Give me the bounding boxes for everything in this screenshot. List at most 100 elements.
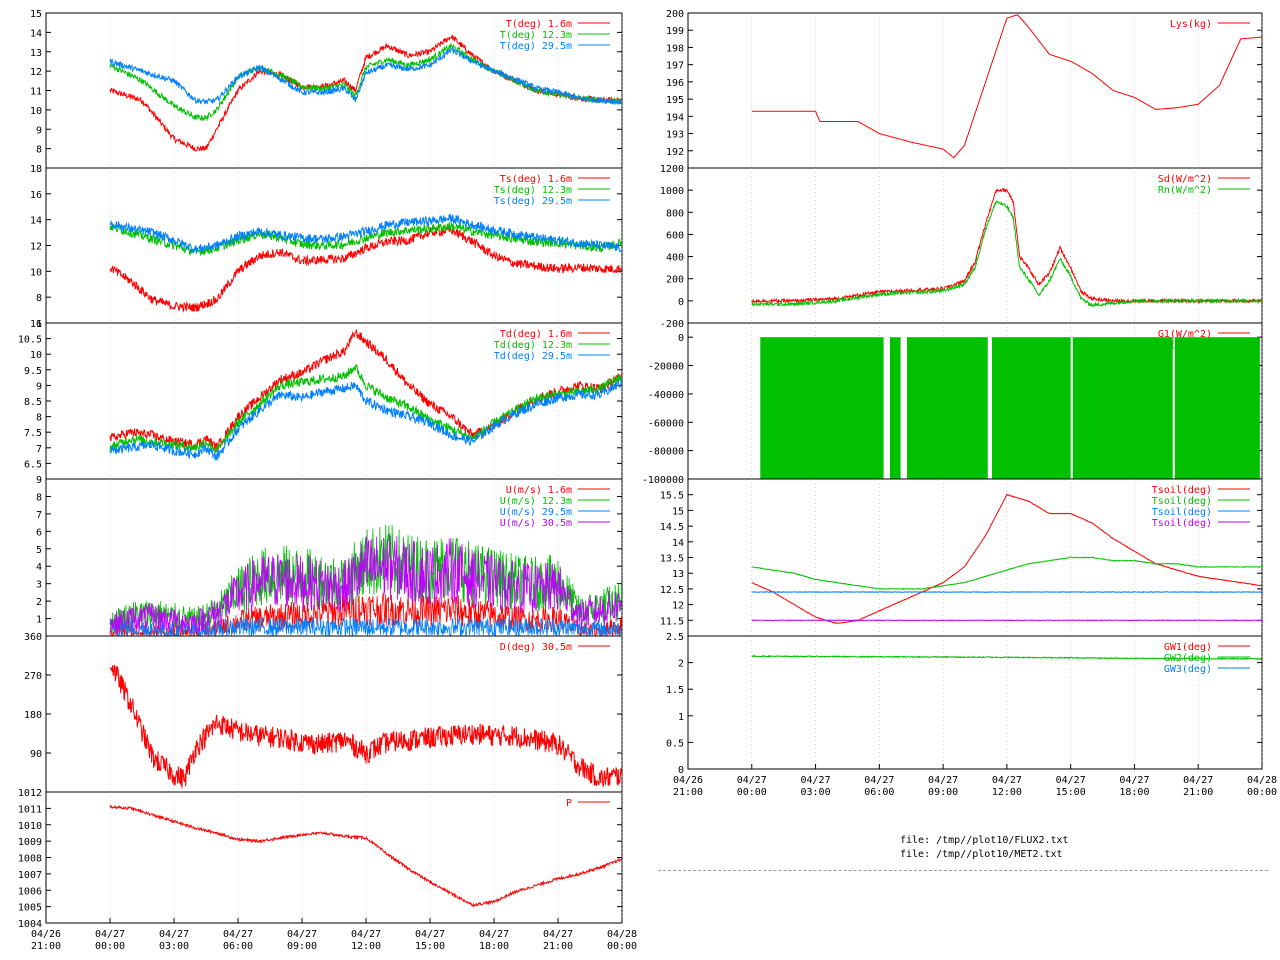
y-tick-label: 12: [30, 242, 42, 253]
legend-label: Ts(deg) 12.3m: [494, 185, 572, 196]
x-tick-time-right: 06:00: [864, 787, 894, 798]
y-tick-label: 3: [36, 580, 42, 591]
file-list: file: /tmp//plot10/FLUX2.txt file: /tmp/…: [900, 834, 1280, 862]
y-tick-label: 13.5: [660, 554, 684, 565]
divider: [658, 870, 1268, 871]
y-tick-label: 7: [36, 444, 42, 455]
x-tick-time-right: 18:00: [1119, 787, 1149, 798]
x-tick-time-right: 15:00: [1056, 787, 1086, 798]
y-tick-label: 6: [36, 527, 42, 538]
legend-label: Ts(deg) 29.5m: [494, 196, 572, 207]
y-tick-label: 800: [666, 208, 684, 219]
y-tick-label: 13: [30, 48, 42, 59]
y-tick-label: 0: [678, 765, 684, 776]
y-tick-label: 194: [666, 112, 684, 123]
y-tick-label: 6.5: [24, 459, 42, 470]
legend-label: G1(W/m^2): [1158, 329, 1212, 340]
x-tick-time-left: 21:00: [543, 941, 573, 952]
x-tick-date-right: 04/27: [928, 775, 958, 786]
panel-r4: 11.51212.51313.51414.51515.5Tsoil(deg)Ts…: [660, 478, 1263, 637]
x-tick-date-right: 04/27: [1183, 775, 1213, 786]
y-tick-label: 2: [678, 659, 684, 670]
panel-r2: -200 0 200 400 600 800 1000 1200 Sd(W/m^2)Rn(W/m…: [660, 164, 1263, 330]
bar-gap: [987, 337, 993, 479]
x-tick-time-left: 15:00: [415, 941, 445, 952]
series-line: [109, 533, 622, 635]
y-tick-label: 1010: [18, 821, 42, 832]
y-tick-label: 1: [678, 712, 684, 723]
y-tick-label: 14: [672, 538, 684, 549]
y-tick-label: 16: [30, 190, 42, 201]
x-tick-time-right: 09:00: [928, 787, 958, 798]
y-tick-label: 5: [36, 545, 42, 556]
y-tick-label: 11: [30, 87, 42, 98]
y-tick-label: 1011: [18, 804, 42, 815]
bar-block: [760, 337, 1260, 479]
y-tick-label: 1008: [18, 854, 42, 865]
series-line: [109, 378, 622, 461]
panel-l6: 1004 1005 1006 1007 1008 1009 1010 1011 1012 P: [18, 788, 623, 930]
x-tick-time-right: 00:00: [737, 787, 767, 798]
legend-label: Lys(kg): [1170, 19, 1212, 30]
y-tick-label: 15: [672, 506, 684, 517]
x-tick-date-right: 04/26: [673, 775, 703, 786]
panel-r1: 192 193 194 195 196 197 198 199 200 Lys(kg): [666, 9, 1263, 169]
y-tick-label: 2: [36, 597, 42, 608]
y-tick-label: 8: [36, 293, 42, 304]
y-tick-label: 600: [666, 230, 684, 241]
y-tick-label: 6: [36, 319, 42, 330]
legend-label: GW3(deg): [1164, 664, 1212, 675]
file-label-flux: file: /tmp//plot10/FLUX2.txt: [900, 835, 1069, 846]
series-line: [751, 591, 1262, 594]
y-tick-label: 15: [30, 9, 42, 20]
y-tick-label: 1000: [660, 186, 684, 197]
y-tick-label: 180: [24, 710, 42, 721]
y-tick-label: 7.5: [24, 428, 42, 439]
x-tick-time-left: 09:00: [287, 941, 317, 952]
y-tick-label: 14: [30, 216, 42, 227]
y-tick-label: 8: [36, 492, 42, 503]
y-tick-label: 12.5: [660, 585, 684, 596]
y-tick-label: 8.5: [24, 397, 42, 408]
y-tick-label: 1004: [18, 919, 42, 930]
x-tick-date-right: 04/27: [737, 775, 767, 786]
x-tick-date-right: 04/27: [992, 775, 1022, 786]
x-tick-time-left: 21:00: [31, 941, 61, 952]
series-line: [109, 43, 622, 122]
x-tick-date-left: 04/27: [351, 929, 381, 940]
series-line: [109, 222, 622, 257]
x-tick-date-right: 04/27: [1056, 775, 1086, 786]
x-tick-date-right: 04/28: [1247, 775, 1277, 786]
y-tick-label: 12: [30, 67, 42, 78]
y-tick-label: 13: [672, 569, 684, 580]
y-tick-label: -40000: [648, 390, 684, 401]
y-tick-label: 1: [36, 615, 42, 626]
x-tick-time-right: 03:00: [801, 787, 831, 798]
legend-label: Sd(W/m^2): [1158, 174, 1212, 185]
x-tick-time-right: 00:00: [1247, 787, 1277, 798]
x-tick-time-right: 21:00: [673, 787, 703, 798]
y-tick-label: 0.5: [666, 738, 684, 749]
x-tick-date-left: 04/28: [607, 929, 637, 940]
y-tick-label: 15.5: [660, 491, 684, 502]
x-tick-date-right: 04/27: [801, 775, 831, 786]
series-line: [751, 187, 1262, 305]
y-tick-label: 0: [678, 297, 684, 308]
x-tick-date-left: 04/27: [479, 929, 509, 940]
panel-r5: 0 0.5 1 1.5 2 2.5 GW1(deg)GW2(deg)GW3(deg): [666, 632, 1263, 776]
x-tick-date-left: 04/27: [159, 929, 189, 940]
legend-label: Tsoil(deg): [1152, 518, 1212, 529]
x-tick-time-left: 12:00: [351, 941, 381, 952]
y-tick-label: 10: [30, 106, 42, 117]
legend-label: Td(deg) 29.5m: [494, 351, 572, 362]
legend-label: Td(deg) 12.3m: [494, 340, 572, 351]
series-line: [751, 619, 1262, 622]
series-line: [751, 556, 1262, 590]
series-line: [109, 804, 622, 908]
x-tick-date-left: 04/27: [415, 929, 445, 940]
y-tick-label: 192: [666, 147, 684, 158]
legend-label: U(m/s) 1.6m: [506, 485, 572, 496]
legend-label: U(m/s) 29.5m: [500, 507, 572, 518]
plot-frame: [687, 12, 1263, 169]
